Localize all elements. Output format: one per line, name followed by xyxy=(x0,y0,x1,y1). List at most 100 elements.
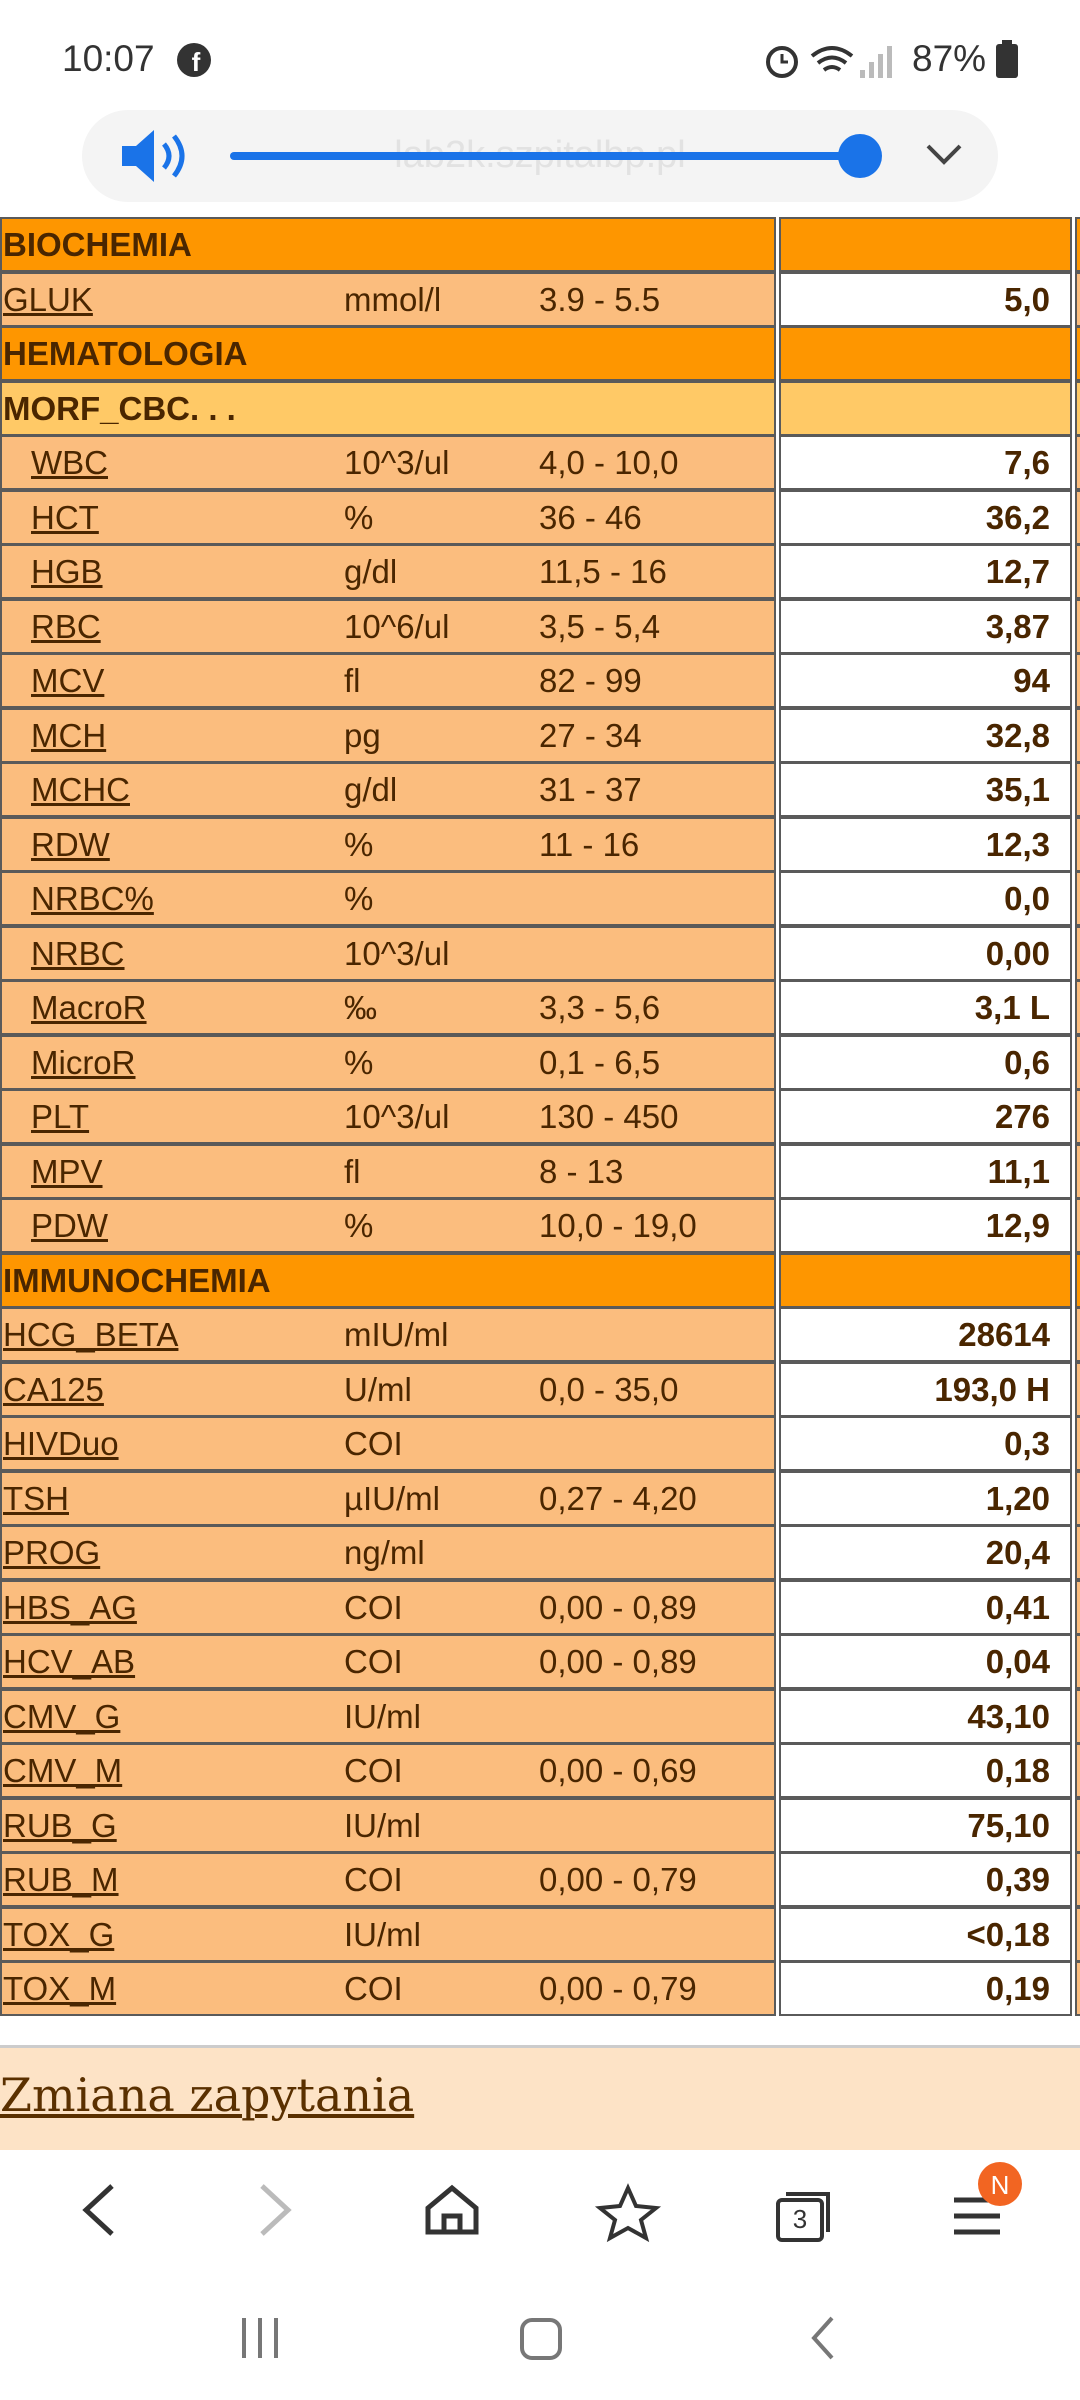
label-cell xyxy=(0,1470,776,1526)
test-name[interactable]: MCHC xyxy=(31,771,130,808)
test-name[interactable]: CMV_M xyxy=(3,1752,123,1789)
result-row: MicroR% 0,1 - 6,5 0,6 xyxy=(0,1034,1080,1090)
header-cell xyxy=(779,217,1072,272)
header-cell xyxy=(779,326,1072,381)
result: 193,0 H xyxy=(934,1370,1050,1408)
test-name[interactable]: TSH xyxy=(3,1479,69,1517)
header-cell xyxy=(0,1252,776,1308)
result-row: HCV_AB COI 0,00 - 0,89 0,04 xyxy=(0,1634,1080,1689)
unit: fl xyxy=(344,662,361,699)
test-name[interactable]: MacroR xyxy=(31,989,147,1026)
result-cell xyxy=(779,762,1072,817)
test-name[interactable]: MCV xyxy=(31,662,105,699)
result: 75,10 xyxy=(967,1806,1050,1844)
result-row: MPV fl 8 - 13 11,1 xyxy=(0,1143,1080,1199)
result-row: HBS_AG COI 0,00 - 0,89 0,41 xyxy=(0,1579,1080,1635)
test-name[interactable]: HIVDuo xyxy=(3,1425,119,1462)
label-cell xyxy=(0,1416,776,1471)
result-cell xyxy=(779,707,1072,763)
side-cell xyxy=(1075,1416,1080,1471)
test-name[interactable]: MCH xyxy=(31,716,107,754)
result-cell xyxy=(779,1961,1072,2016)
browser-nav: 3 N xyxy=(0,2150,1080,2280)
test-name[interactable]: HCG_BETA xyxy=(3,1316,179,1353)
reference-range: 11,5 - 16 xyxy=(539,553,667,590)
test-name[interactable]: HGB xyxy=(31,553,103,590)
address-bar[interactable]: lab2k.szpitalbp.pl xyxy=(82,110,998,202)
result-cell xyxy=(779,544,1072,599)
test-name[interactable]: PLT xyxy=(31,1098,90,1135)
result: 12,3 xyxy=(985,825,1050,863)
result-row: MCV fl 82 - 99 94 xyxy=(0,653,1080,708)
result-cell xyxy=(779,1797,1072,1853)
test-name[interactable]: CMV_G xyxy=(3,1697,121,1735)
test-name[interactable]: RUB_G xyxy=(3,1806,117,1844)
reference-range: 3.9 - 5.5 xyxy=(539,280,661,318)
side-cell xyxy=(1075,816,1080,872)
unit: COI xyxy=(344,1861,403,1898)
reference-range: 8 - 13 xyxy=(539,1152,624,1190)
label-cell xyxy=(0,653,776,708)
label-cell xyxy=(0,1634,776,1689)
result-cell xyxy=(779,871,1072,926)
label-cell xyxy=(0,925,776,981)
header-title: HEMATOLOGIA xyxy=(3,335,248,372)
test-name[interactable]: WBC xyxy=(31,444,108,481)
result-cell xyxy=(779,1525,1072,1580)
test-name[interactable]: GLUK xyxy=(3,280,93,318)
test-name[interactable]: NRBC xyxy=(31,934,125,972)
label-cell xyxy=(0,1034,776,1090)
status-bar: 10:07 f 87% xyxy=(0,0,1080,105)
result-row: HCG_BETA mIU/ml 28614 xyxy=(0,1307,1080,1362)
reference-range: 11 - 16 xyxy=(539,825,640,863)
test-name[interactable]: RBC xyxy=(31,607,101,645)
result: 0,41 xyxy=(985,1588,1050,1626)
result-row: TSH µIU/ml 0,27 - 4,20 1,20 xyxy=(0,1470,1080,1526)
test-name[interactable]: RUB_M xyxy=(3,1861,119,1898)
test-name[interactable]: PDW xyxy=(31,1207,108,1244)
volume-overlay xyxy=(122,130,962,182)
side-cell xyxy=(1075,1470,1080,1526)
test-name[interactable]: TOX_G xyxy=(3,1915,115,1953)
result: 43,10 xyxy=(967,1697,1050,1735)
side-cell xyxy=(1075,1743,1080,1798)
result-row: PLT 10^3/ul 130 - 450 276 xyxy=(0,1089,1080,1144)
test-name[interactable]: CA125 xyxy=(3,1370,104,1408)
test-name[interactable]: HCT xyxy=(31,498,99,536)
test-name[interactable]: HBS_AG xyxy=(3,1588,137,1626)
label-cell xyxy=(0,544,776,599)
test-name[interactable]: TOX_M xyxy=(3,1970,117,2007)
svg-text:f: f xyxy=(192,47,201,77)
side-cell xyxy=(1075,1852,1080,1907)
test-name[interactable]: NRBC% xyxy=(31,880,154,917)
test-name[interactable]: PROG xyxy=(3,1534,101,1571)
unit: COI xyxy=(344,1643,403,1680)
unit: U/ml xyxy=(344,1370,412,1408)
unit: COI xyxy=(344,1970,403,2007)
test-name[interactable]: MicroR xyxy=(31,1043,136,1081)
result: 36,2 xyxy=(985,498,1050,536)
result: <0,18 xyxy=(966,1915,1051,1953)
test-name[interactable]: RDW xyxy=(31,825,110,863)
label-cell xyxy=(0,816,776,872)
side-cell xyxy=(1075,1797,1080,1853)
result-cell xyxy=(779,1470,1072,1526)
result-row: MacroR ‰ 3,3 - 5,6 3,1 L xyxy=(0,980,1080,1035)
header-cell xyxy=(0,217,776,272)
label-cell xyxy=(0,598,776,654)
header-cell xyxy=(0,380,776,436)
result-row: RUB_M COI 0,00 - 0,79 0,39 xyxy=(0,1852,1080,1907)
reference-range: 0,27 - 4,20 xyxy=(539,1479,697,1517)
label-cell xyxy=(0,435,776,490)
change-query-link[interactable]: Zmiana zapytania xyxy=(0,2068,415,2122)
result: 35,1 xyxy=(985,771,1050,808)
test-name[interactable]: HCV_AB xyxy=(3,1643,136,1680)
side-cell xyxy=(1075,544,1080,599)
result: 94 xyxy=(1013,662,1050,699)
side-cell xyxy=(1075,1198,1080,1253)
result-row: HGB g/dl 11,5 - 16 12,7 xyxy=(0,544,1080,599)
result-cell xyxy=(779,435,1072,490)
test-name[interactable]: MPV xyxy=(31,1152,103,1190)
battery-level: 87% xyxy=(912,38,987,79)
result-row: RBC 10^6/ul 3,5 - 5,4 3,87 xyxy=(0,598,1080,654)
